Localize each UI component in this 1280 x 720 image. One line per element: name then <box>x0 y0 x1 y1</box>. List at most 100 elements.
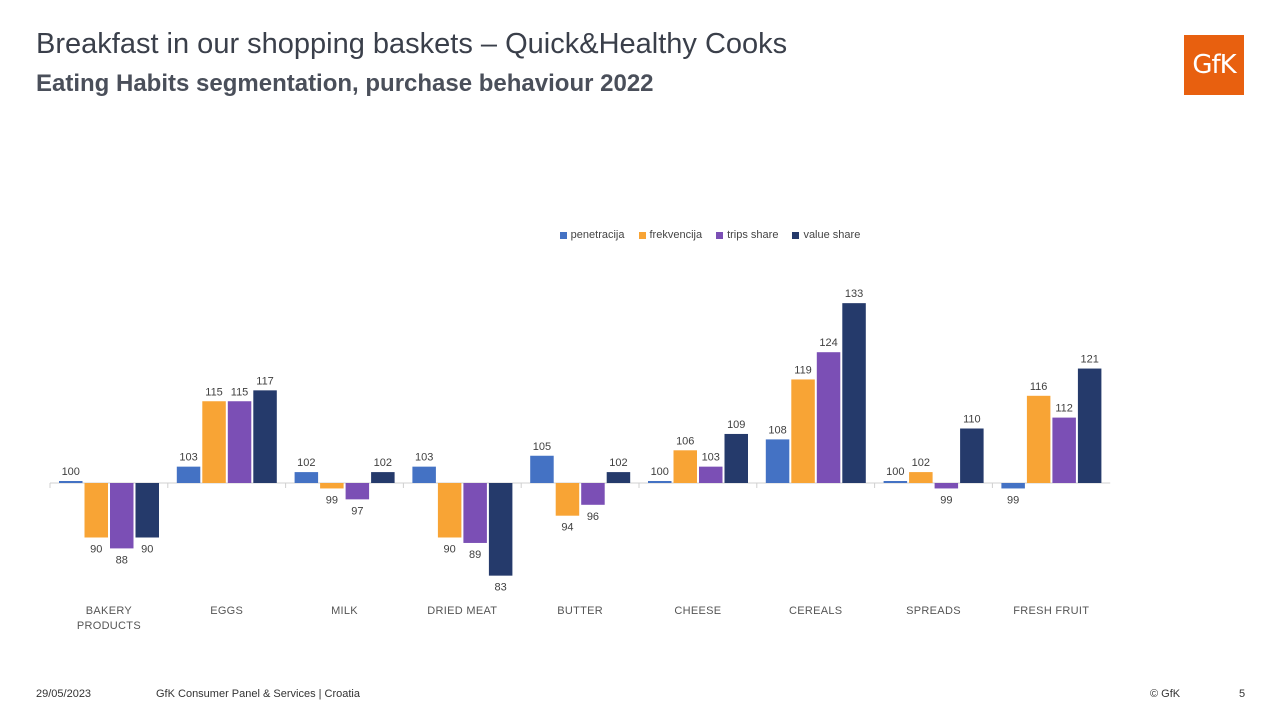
data-label: 105 <box>533 441 551 453</box>
legend-label: penetracija <box>570 229 625 241</box>
legend-swatch-value-share <box>792 231 800 239</box>
data-label: 115 <box>205 386 223 398</box>
bar-frekvencija <box>673 450 697 483</box>
data-label: 108 <box>768 424 786 436</box>
data-label: 115 <box>231 386 249 398</box>
data-label: 112 <box>1055 403 1073 415</box>
data-label: 109 <box>727 419 745 431</box>
bar-frekvencija <box>437 483 462 538</box>
legend-item: frekvencija <box>638 229 703 241</box>
legend-item: value share <box>792 229 860 241</box>
bar-trips-share <box>110 483 134 549</box>
data-label: 96 <box>587 511 599 523</box>
data-label: 124 <box>819 337 837 349</box>
data-label: 102 <box>374 457 392 469</box>
bar-trips-share <box>699 466 723 483</box>
bar-frekvencija <box>791 379 815 483</box>
data-label: 99 <box>326 494 338 506</box>
data-label: 103 <box>179 452 197 464</box>
bar-penetracija <box>648 481 672 483</box>
legend-label: frekvencija <box>649 229 703 241</box>
data-label: 103 <box>415 452 433 464</box>
data-label: 90 <box>444 544 456 556</box>
bar-value-share <box>371 472 395 483</box>
category-label: MILK <box>331 605 358 617</box>
bar-value-share <box>488 483 513 576</box>
bar-penetracija <box>59 481 83 483</box>
bar-trips-share <box>463 483 487 543</box>
chart-legend: penetracija frekvencija trips share valu… <box>0 229 1280 241</box>
bar-penetracija <box>883 481 908 483</box>
bar-value-share <box>724 433 748 483</box>
category-label: DRIED MEAT <box>427 605 497 617</box>
bar-trips-share <box>227 401 252 483</box>
data-label: 88 <box>116 554 128 566</box>
category-label: PRODUCTS <box>77 620 141 632</box>
logo-text: GfK <box>1192 50 1236 80</box>
data-label: 99 <box>1007 494 1019 506</box>
data-label: 97 <box>351 505 363 517</box>
bar-frekvencija <box>84 483 108 538</box>
category-label: CEREALS <box>789 605 842 617</box>
category-label: SPREADS <box>906 605 961 617</box>
bar-value-share <box>135 483 159 538</box>
data-label: 102 <box>297 457 315 469</box>
gfk-logo: GfK <box>1184 35 1244 95</box>
data-label: 121 <box>1080 354 1098 366</box>
bar-penetracija <box>412 466 436 483</box>
bar-frekvencija <box>909 472 933 483</box>
data-label: 90 <box>141 544 153 556</box>
page-number: 5 <box>1239 688 1246 700</box>
bar-trips-share <box>934 483 959 489</box>
data-label: 106 <box>676 435 694 447</box>
bar-frekvencija <box>202 401 226 483</box>
data-label: 102 <box>912 457 930 469</box>
bar-penetracija <box>294 472 319 483</box>
bar-penetracija <box>1001 483 1025 489</box>
data-label: 89 <box>469 549 481 561</box>
bar-frekvencija <box>1026 395 1051 483</box>
bar-value-share <box>253 390 277 483</box>
data-label: 83 <box>495 582 507 594</box>
bar-value-share <box>842 303 866 483</box>
data-label: 100 <box>886 466 904 478</box>
legend-item: trips share <box>716 229 778 241</box>
data-label: 100 <box>651 466 669 478</box>
data-label: 102 <box>609 457 627 469</box>
page-title: Breakfast in our shopping baskets – Quic… <box>36 28 788 60</box>
bar-penetracija <box>765 439 790 483</box>
bar-penetracija <box>530 455 554 483</box>
data-label: 103 <box>702 452 720 464</box>
footer-date: 29/05/2023 <box>36 688 92 700</box>
data-label: 94 <box>561 522 573 534</box>
legend-swatch-frekvencija <box>638 231 646 239</box>
bar-penetracija <box>176 466 201 483</box>
legend-swatch-trips-share <box>716 231 724 239</box>
bar-value-share <box>1077 368 1102 483</box>
legend-item: penetracija <box>559 229 625 241</box>
legend-label: trips share <box>727 229 779 241</box>
data-label: 99 <box>940 494 952 506</box>
bar-frekvencija <box>555 483 580 516</box>
bar-trips-share <box>816 352 841 483</box>
page-subtitle: Eating Habits segmentation, purchase beh… <box>36 70 654 97</box>
bar-value-share <box>960 428 984 483</box>
data-label: 100 <box>62 466 80 478</box>
data-label: 117 <box>256 375 274 387</box>
category-label: BAKERY <box>86 605 133 617</box>
bar-trips-share <box>1052 417 1076 483</box>
data-label: 110 <box>963 414 981 426</box>
footer-source: GfK Consumer Panel & Services | Croatia <box>156 688 360 700</box>
category-label: BUTTER <box>557 605 603 617</box>
legend-label: value share <box>803 229 861 241</box>
data-label: 90 <box>90 544 102 556</box>
legend-swatch-penetracija <box>559 231 567 239</box>
footer-copyright: © GfK <box>1150 688 1181 700</box>
bar-trips-share <box>345 483 370 500</box>
bar-frekvencija <box>320 483 344 489</box>
bar-value-share <box>606 472 631 483</box>
category-label: EGGS <box>210 605 243 617</box>
bar-trips-share <box>581 483 605 505</box>
data-label: 133 <box>845 288 863 300</box>
